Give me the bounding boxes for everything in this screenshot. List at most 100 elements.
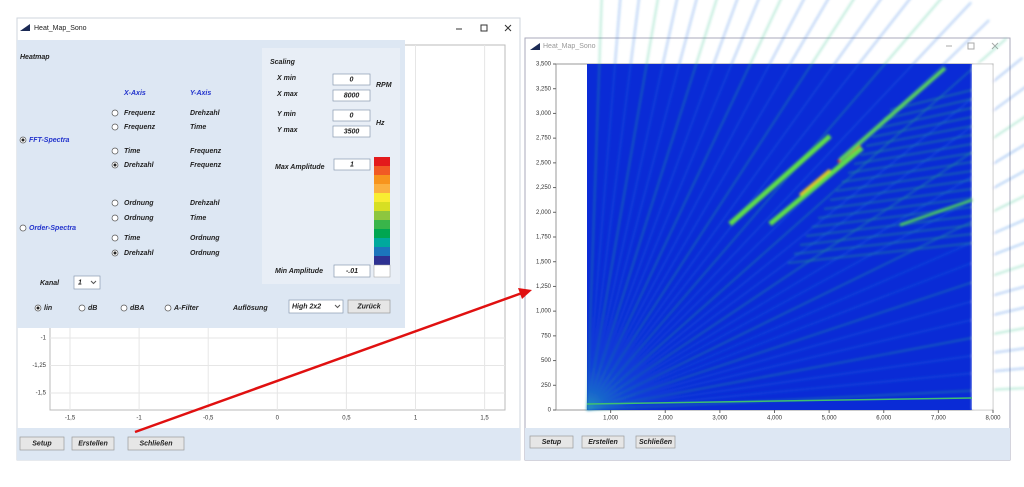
y-option: Frequenz [190,162,222,169]
button[interactable] [529,435,574,449]
app-icon [20,24,30,31]
radio-dot [113,163,117,167]
x-option: Drehzahl [124,250,155,257]
y-tick-label: -1,25 [32,363,46,369]
color-scale-step [374,238,390,247]
text-input-value: -.01 [346,268,358,275]
column-header: X-Axis [123,90,146,97]
select[interactable] [288,299,344,314]
streak [586,0,678,411]
x-tick-label: 1,000 [603,416,619,422]
text-input[interactable] [332,73,371,86]
streak [586,307,1024,411]
radio-button[interactable] [164,304,172,312]
radio-button[interactable] [111,234,119,242]
group-label: FFT-Spectra [29,137,70,144]
streak [829,179,973,201]
unit-label: RPM [376,82,392,89]
y-option: Time [190,215,206,222]
streak [586,0,782,411]
x-tick-label: 0,5 [342,416,351,422]
x-tick-label: 1 [414,416,418,422]
streak [817,197,973,219]
button[interactable] [581,435,625,449]
streak [586,0,738,411]
text-input-value: 0 [350,76,354,83]
y-option: Drehzahl [190,110,221,117]
y-tick-label: 0 [548,408,552,414]
color-scale-step [374,157,390,166]
streak [871,116,973,138]
heatmap-streaks [586,0,1024,411]
x-tick-label: 4,000 [767,416,783,422]
radio-button[interactable] [19,224,27,232]
x-tick-label: 6,000 [876,416,892,422]
y-tick-label: 3,500 [536,62,552,68]
radio-dot [113,251,117,255]
streak [865,125,973,147]
y-tick-label: -1,5 [36,391,47,397]
text-input[interactable] [332,125,371,138]
y-tick-label: 750 [541,333,552,339]
button-label: Schließen [139,440,172,447]
streak [883,98,973,120]
button[interactable] [635,435,676,449]
select-arrow [334,304,341,309]
y-option: Drehzahl [190,200,221,207]
text-input-value: 8000 [344,92,360,99]
field-label: Min Amplitude [275,268,323,275]
streak [823,188,973,210]
y-tick-label: -1 [41,336,47,342]
field-label: Y min [277,111,296,118]
window-controls[interactable] [946,42,999,50]
streak [586,170,1024,411]
radio-button[interactable] [120,304,128,312]
radio-button[interactable] [111,147,119,155]
select[interactable] [73,275,101,290]
streak [853,143,973,165]
streak [586,387,1024,411]
text-input[interactable] [332,89,371,102]
button[interactable] [127,436,185,451]
text-input[interactable] [333,158,371,171]
select-value: High 2x2 [292,303,321,310]
text-input-value: 3500 [344,128,360,135]
window-title: Heat_Map_Sono [34,25,87,32]
radio-button[interactable] [111,109,119,117]
field-label: X min [276,75,296,82]
mode-label: dB [88,305,97,312]
radio-button[interactable] [111,214,119,222]
column-header: Y-Axis [190,90,211,97]
streak [835,170,973,192]
mode-label: dBA [130,305,144,312]
y-option: Time [190,124,206,131]
x-tick-label: -1 [136,416,142,422]
streak [586,0,910,411]
radio-button[interactable] [111,199,119,207]
text-input[interactable] [332,109,371,122]
button[interactable] [347,299,391,314]
streak [586,286,1024,411]
select-arrow [90,280,97,285]
y-tick-label: 1,000 [536,309,552,315]
button[interactable] [71,436,115,451]
x-tick-label: 8,000 [985,416,1001,422]
y-option: Ordnung [190,235,220,242]
color-scale-step [374,220,390,229]
window-controls[interactable] [456,24,512,32]
x-option: Drehzahl [124,162,155,169]
group-label: Order-Spectra [29,225,76,232]
mask [972,64,993,410]
radio-button[interactable] [78,304,86,312]
streak [586,195,1024,411]
y-tick-label: 1,500 [536,259,552,265]
streak [586,0,640,411]
field-label: Max Amplitude [275,164,325,171]
radio-button[interactable] [111,123,119,131]
button[interactable] [19,436,65,451]
y-tick-label: 2,000 [536,210,552,216]
streak [586,0,759,411]
text-input[interactable] [333,264,371,278]
color-scale-step [374,193,390,202]
streak [586,38,1007,411]
